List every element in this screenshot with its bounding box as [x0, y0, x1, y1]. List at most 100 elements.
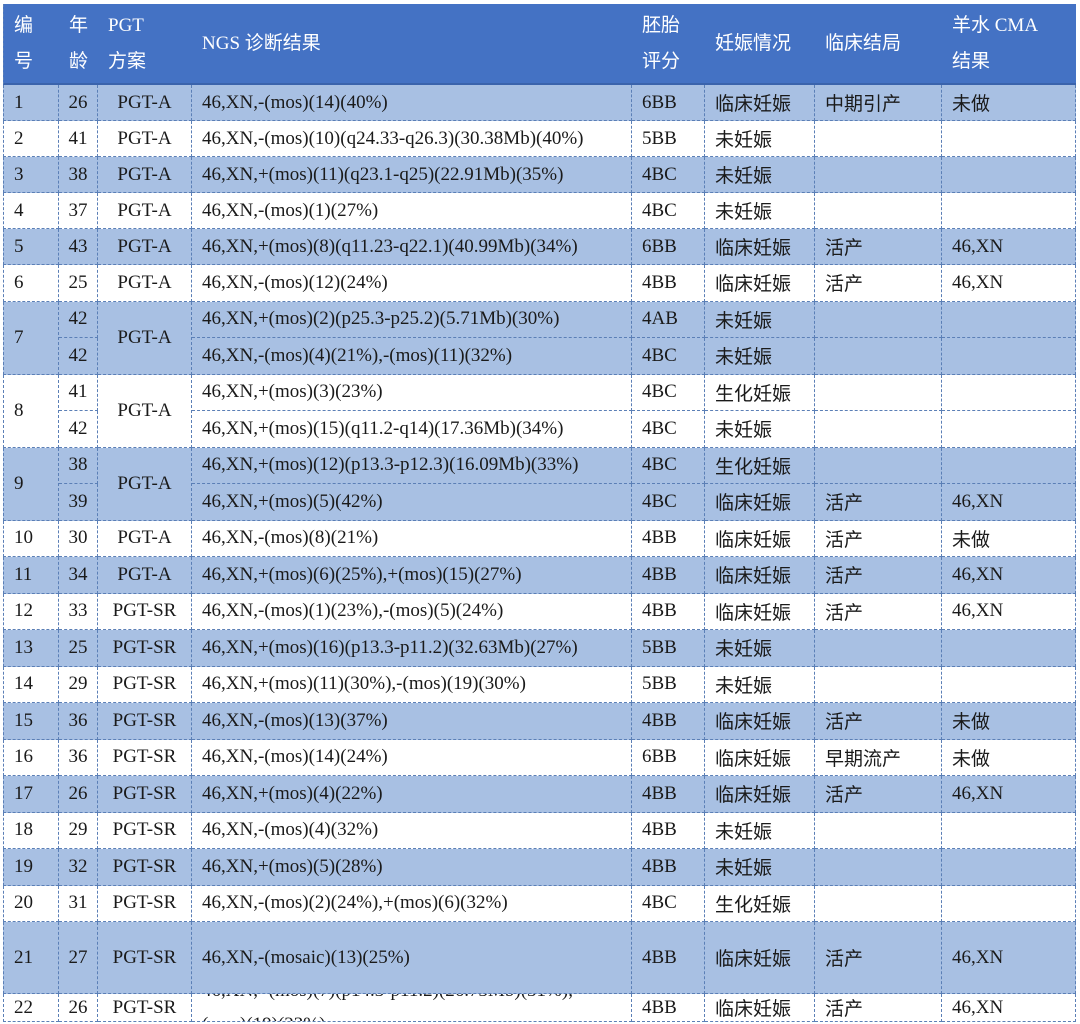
patient-age: 41 [59, 121, 98, 157]
embryo-score: 4BC [632, 885, 705, 922]
pgt-scheme: PGT-A [98, 121, 192, 157]
case-number: 9 [3, 447, 59, 521]
patient-age: 32 [59, 849, 98, 886]
pgt-scheme: PGT-A [98, 265, 192, 302]
cma-result [942, 812, 1076, 849]
ngs-result: 46,XN,+(mos)(2)(p25.3-p25.2)(5.71Mb)(30%… [192, 301, 632, 338]
pgt-scheme: PGT-A [98, 374, 192, 448]
ngs-result: 46,XN,-(mos)(1)(23%),-(mos)(5)(24%) [192, 593, 632, 630]
clinical-outcome [815, 666, 942, 703]
case-number: 11 [3, 557, 59, 594]
pregnancy-status: 临床妊娠 [705, 739, 815, 776]
cma-result [942, 157, 1076, 193]
clinical-outcome: 活产 [815, 776, 942, 813]
case-number: 6 [3, 265, 59, 302]
clinical-outcome: 活产 [815, 520, 942, 557]
pregnancy-status: 未妊娠 [705, 849, 815, 886]
header-cma: 羊水 CMA 结果 [942, 4, 1076, 85]
pregnancy-status: 未妊娠 [705, 666, 815, 703]
embryo-score: 4BC [632, 338, 705, 375]
pregnancy-status: 临床妊娠 [705, 703, 815, 740]
pgt-scheme: PGT-A [98, 157, 192, 193]
case-number: 8 [3, 374, 59, 448]
clinical-outcome: 活产 [815, 484, 942, 521]
clinical-outcome: 活产 [815, 557, 942, 594]
clinical-outcome [815, 885, 942, 922]
patient-age: 29 [59, 812, 98, 849]
embryo-score: 5BB [632, 630, 705, 667]
pregnancy-status: 未妊娠 [705, 338, 815, 375]
embryo-score: 4BC [632, 193, 705, 229]
pregnancy-status: 未妊娠 [705, 411, 815, 448]
pregnancy-status: 临床妊娠 [705, 776, 815, 813]
clinical-outcome [815, 849, 942, 886]
patient-age: 29 [59, 666, 98, 703]
case-number: 4 [3, 193, 59, 229]
clinical-outcome: 活产 [815, 994, 942, 1022]
patient-age: 26 [59, 776, 98, 813]
embryo-score: 4BC [632, 447, 705, 484]
clinical-outcome [815, 338, 942, 375]
case-number: 3 [3, 157, 59, 193]
pregnancy-status: 临床妊娠 [705, 229, 815, 265]
embryo-score: 4BC [632, 411, 705, 448]
case-number: 2 [3, 121, 59, 157]
pgt-scheme: PGT-SR [98, 666, 192, 703]
embryo-score: 4BB [632, 593, 705, 630]
pregnancy-status: 未妊娠 [705, 630, 815, 667]
cma-result: 未做 [942, 520, 1076, 557]
pgt-scheme: PGT-A [98, 447, 192, 521]
embryo-score: 4BC [632, 374, 705, 411]
ngs-result: 46,XN,+(mos)(12)(p13.3-p12.3)(16.09Mb)(3… [192, 447, 632, 484]
clinical-outcome [815, 301, 942, 338]
patient-age: 43 [59, 229, 98, 265]
cma-result: 46,XN [942, 557, 1076, 594]
patient-age: 36 [59, 739, 98, 776]
case-number: 10 [3, 520, 59, 557]
ngs-result: 46,XN,-(mos)(1)(27%) [192, 193, 632, 229]
pregnancy-status: 临床妊娠 [705, 994, 815, 1022]
header-outcome: 临床结局 [815, 4, 942, 85]
cma-result: 46,XN [942, 922, 1076, 994]
cma-result [942, 630, 1076, 667]
ngs-result: 46,XN,-(mos)(14)(24%) [192, 739, 632, 776]
ngs-result: 46,XN,+(mos)(7)(p14.3-p11.2)(26.73Mb)(31… [192, 994, 632, 1022]
pregnancy-status: 临床妊娠 [705, 85, 815, 121]
cma-result: 46,XN [942, 265, 1076, 302]
embryo-score: 4BB [632, 776, 705, 813]
case-number: 14 [3, 666, 59, 703]
clinical-outcome [815, 193, 942, 229]
cma-result [942, 193, 1076, 229]
case-number: 20 [3, 885, 59, 922]
pgt-scheme: PGT-A [98, 301, 192, 375]
pgt-scheme: PGT-SR [98, 776, 192, 813]
case-number: 1 [3, 85, 59, 121]
ngs-result: 46,XN,-(mos)(12)(24%) [192, 265, 632, 302]
patient-age: 30 [59, 520, 98, 557]
cma-result: 46,XN [942, 994, 1076, 1022]
embryo-score: 4BB [632, 265, 705, 302]
patient-age: 26 [59, 85, 98, 121]
cma-result: 46,XN [942, 229, 1076, 265]
cma-result [942, 374, 1076, 411]
pregnancy-status: 未妊娠 [705, 121, 815, 157]
clinical-outcome [815, 447, 942, 484]
patient-age: 34 [59, 557, 98, 594]
case-number: 21 [3, 922, 59, 994]
pregnancy-status: 未妊娠 [705, 301, 815, 338]
ngs-result: 46,XN,-(mos)(2)(24%),+(mos)(6)(32%) [192, 885, 632, 922]
clinical-outcome: 活产 [815, 265, 942, 302]
case-number: 18 [3, 812, 59, 849]
embryo-score: 4BC [632, 484, 705, 521]
patient-age: 25 [59, 265, 98, 302]
embryo-score: 6BB [632, 229, 705, 265]
header-embryo-score: 胚胎 评分 [632, 4, 705, 85]
patient-age: 31 [59, 885, 98, 922]
cma-result: 46,XN [942, 776, 1076, 813]
cma-result: 未做 [942, 703, 1076, 740]
pregnancy-status: 临床妊娠 [705, 922, 815, 994]
pregnancy-status: 临床妊娠 [705, 484, 815, 521]
patient-age: 42 [59, 411, 98, 448]
cma-result [942, 885, 1076, 922]
case-number: 17 [3, 776, 59, 813]
